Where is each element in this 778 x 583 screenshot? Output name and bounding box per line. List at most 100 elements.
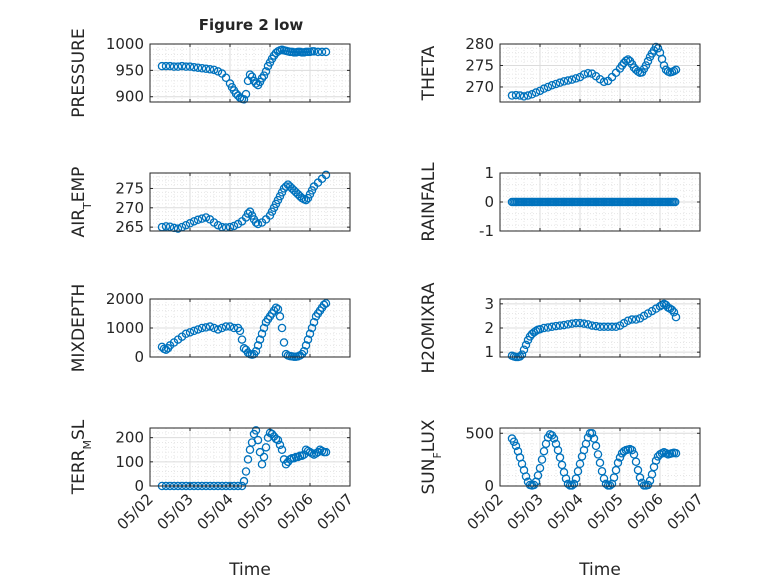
data-point bbox=[571, 318, 581, 328]
data-point bbox=[169, 62, 179, 71]
data-point bbox=[543, 323, 553, 332]
data-point bbox=[555, 78, 565, 87]
data-point bbox=[201, 213, 211, 222]
x-tick-label: 05/04 bbox=[544, 490, 587, 533]
data-point bbox=[217, 323, 227, 333]
data-series bbox=[507, 299, 681, 362]
x-tick-label: 05/03 bbox=[154, 490, 197, 533]
data-point bbox=[173, 224, 183, 233]
data-point bbox=[653, 44, 663, 53]
data-point bbox=[319, 300, 329, 310]
data-point bbox=[241, 89, 251, 99]
data-point bbox=[559, 320, 569, 330]
data-point bbox=[279, 338, 289, 347]
data-point bbox=[603, 322, 613, 332]
data-point bbox=[605, 481, 615, 490]
y-tick-label: 200 bbox=[115, 429, 144, 447]
y-tick-label: 275 bbox=[465, 56, 494, 74]
y-tick-label: 0 bbox=[134, 477, 144, 495]
data-point bbox=[651, 42, 661, 52]
data-point bbox=[189, 62, 199, 72]
data-point bbox=[613, 458, 623, 468]
data-point bbox=[553, 445, 563, 455]
data-point bbox=[535, 463, 545, 473]
axes-box bbox=[149, 172, 351, 232]
data-point bbox=[257, 74, 267, 83]
data-point bbox=[670, 197, 680, 207]
data-point bbox=[669, 308, 679, 317]
data-point bbox=[157, 61, 167, 71]
data-point bbox=[615, 453, 625, 462]
data-point bbox=[547, 80, 557, 90]
data-point bbox=[189, 217, 199, 226]
y-tick-label: 3 bbox=[484, 295, 494, 313]
data-point bbox=[189, 326, 199, 336]
x-tick-label: 05/02 bbox=[464, 490, 507, 533]
data-point bbox=[555, 321, 565, 330]
y-tick-label: 900 bbox=[115, 88, 144, 106]
data-point bbox=[567, 481, 577, 490]
data-point bbox=[599, 322, 609, 332]
axes-box bbox=[499, 427, 701, 487]
data-point bbox=[571, 74, 581, 83]
y-axis-label: SUNFLUX bbox=[419, 419, 444, 494]
axes-box bbox=[499, 43, 701, 103]
data-point bbox=[573, 466, 583, 476]
data-point bbox=[547, 322, 557, 332]
data-point bbox=[635, 473, 645, 482]
data-point bbox=[317, 47, 327, 57]
data-point bbox=[251, 79, 261, 88]
data-point bbox=[201, 323, 211, 332]
data-point bbox=[551, 321, 561, 331]
data-point bbox=[643, 56, 653, 66]
x-tick-label: 05/03 bbox=[504, 490, 547, 533]
y-tick-label: 1000 bbox=[106, 319, 144, 337]
data-point bbox=[539, 84, 549, 93]
y-axis-label: RAINFALL bbox=[419, 162, 439, 242]
y-tick-label: 265 bbox=[115, 218, 144, 236]
data-point bbox=[197, 64, 207, 73]
data-point bbox=[273, 435, 283, 445]
data-point bbox=[185, 219, 195, 228]
data-point bbox=[531, 326, 541, 336]
data-point bbox=[251, 426, 261, 435]
data-point bbox=[641, 61, 651, 70]
data-point bbox=[275, 312, 285, 321]
data-point bbox=[309, 47, 319, 56]
data-point bbox=[551, 79, 561, 89]
data-point bbox=[213, 325, 223, 334]
data-point bbox=[563, 320, 573, 329]
data-point bbox=[561, 474, 571, 483]
data-point bbox=[559, 77, 569, 86]
data-point bbox=[197, 323, 207, 333]
data-point bbox=[587, 321, 597, 330]
data-point bbox=[609, 473, 619, 482]
data-point bbox=[259, 71, 269, 80]
data-point bbox=[671, 65, 681, 75]
y-tick-label: -1 bbox=[479, 222, 494, 240]
data-point bbox=[243, 455, 253, 464]
data-point bbox=[221, 322, 231, 331]
data-point bbox=[297, 451, 307, 461]
data-point bbox=[597, 466, 607, 476]
data-point bbox=[527, 90, 537, 99]
data-series bbox=[507, 429, 681, 490]
data-point bbox=[601, 479, 611, 489]
y-tick-label: 1000 bbox=[106, 35, 144, 53]
data-point bbox=[571, 474, 581, 483]
axes-box bbox=[149, 427, 351, 487]
data-point bbox=[185, 62, 195, 71]
plot-background bbox=[150, 173, 350, 231]
data-point bbox=[213, 220, 223, 230]
y-tick-label: 270 bbox=[465, 78, 494, 96]
data-point bbox=[309, 317, 319, 327]
data-point bbox=[239, 476, 249, 486]
data-point bbox=[535, 324, 545, 334]
data-point bbox=[253, 219, 263, 229]
data-point bbox=[549, 434, 559, 443]
x-tick-label: 05/05 bbox=[234, 490, 277, 533]
data-point bbox=[255, 335, 265, 344]
data-point bbox=[193, 63, 203, 72]
data-point bbox=[507, 91, 517, 100]
